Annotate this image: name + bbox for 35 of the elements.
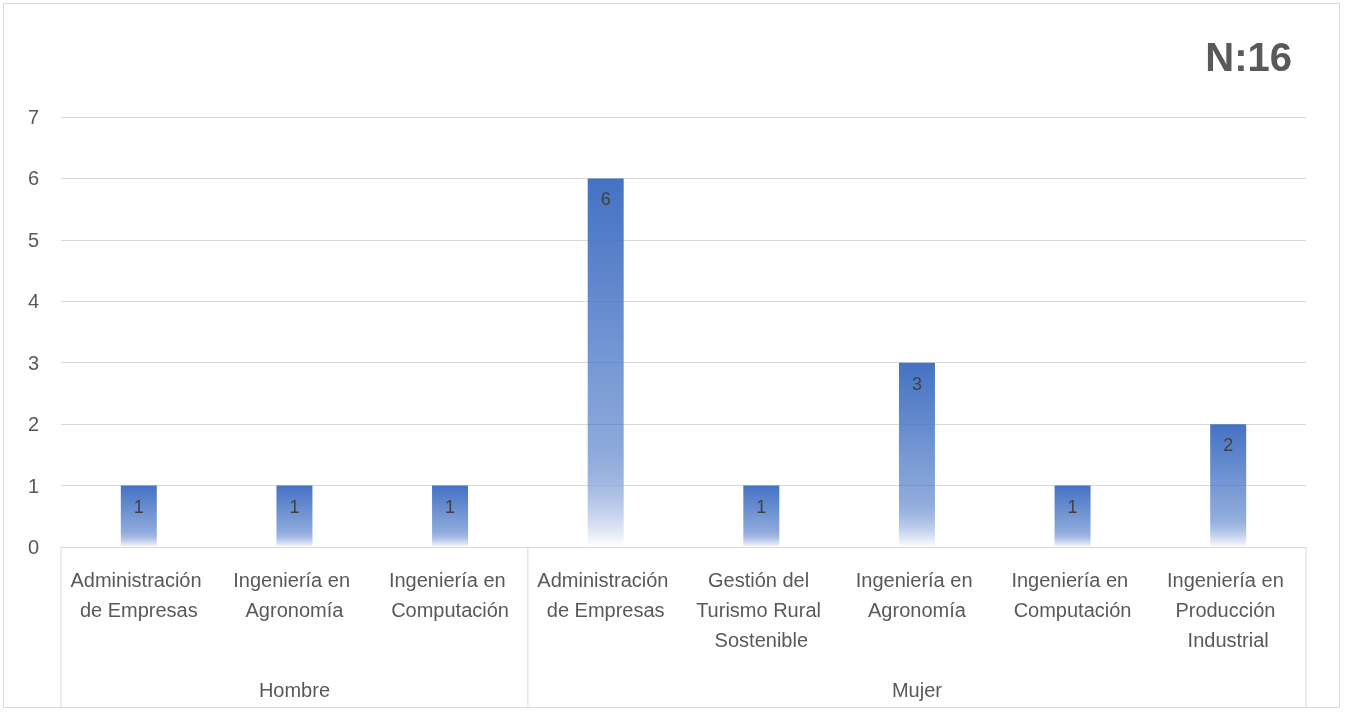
bar bbox=[276, 485, 313, 547]
data-label: 1 bbox=[289, 496, 300, 517]
data-label: 2 bbox=[1223, 435, 1234, 456]
text: Mujer bbox=[891, 679, 943, 701]
x-tick-label: Ingeniería en Computación bbox=[1011, 569, 1134, 621]
data-label: 1 bbox=[1067, 496, 1078, 517]
data-label: 1 bbox=[133, 496, 144, 517]
y-tick-label: 2 bbox=[27, 413, 39, 436]
bar bbox=[898, 362, 935, 547]
data-label: 1 bbox=[756, 496, 767, 517]
x-tick-label: Ingeniería en Agronomía bbox=[855, 569, 979, 621]
y-tick-label: 4 bbox=[27, 290, 39, 313]
data-label: 3 bbox=[911, 373, 922, 394]
x-tick-label: Administración de Empresas bbox=[537, 569, 675, 621]
bar bbox=[120, 485, 157, 547]
y-tick-label: 3 bbox=[27, 351, 39, 374]
bar bbox=[432, 485, 469, 547]
y-tick-label: 1 bbox=[27, 474, 39, 497]
x-tick-label: Administración de Empresas bbox=[70, 569, 208, 621]
data-label: 6 bbox=[600, 189, 611, 210]
y-tick-label: 7 bbox=[27, 106, 39, 128]
data-label: 1 bbox=[445, 496, 456, 517]
y-tick-label: 5 bbox=[27, 228, 39, 251]
bar bbox=[1210, 424, 1247, 547]
x-tick-label: Ingeniería en Computación bbox=[388, 569, 512, 621]
bar bbox=[587, 178, 624, 547]
y-tick-label: 0 bbox=[27, 536, 39, 558]
bar bbox=[743, 485, 780, 547]
y-tick-label: 6 bbox=[27, 167, 39, 190]
x-tick-label: Gestión del Turismo Rural Sostenible bbox=[696, 569, 827, 651]
x-tick-label: Ingeniería en Agronomía bbox=[233, 569, 356, 621]
x-tick-label: Ingeniería en Producción Industrial bbox=[1167, 569, 1290, 651]
bar bbox=[1054, 485, 1091, 547]
text: Hombre bbox=[258, 679, 331, 701]
chart-title: N:16 bbox=[1205, 35, 1292, 79]
